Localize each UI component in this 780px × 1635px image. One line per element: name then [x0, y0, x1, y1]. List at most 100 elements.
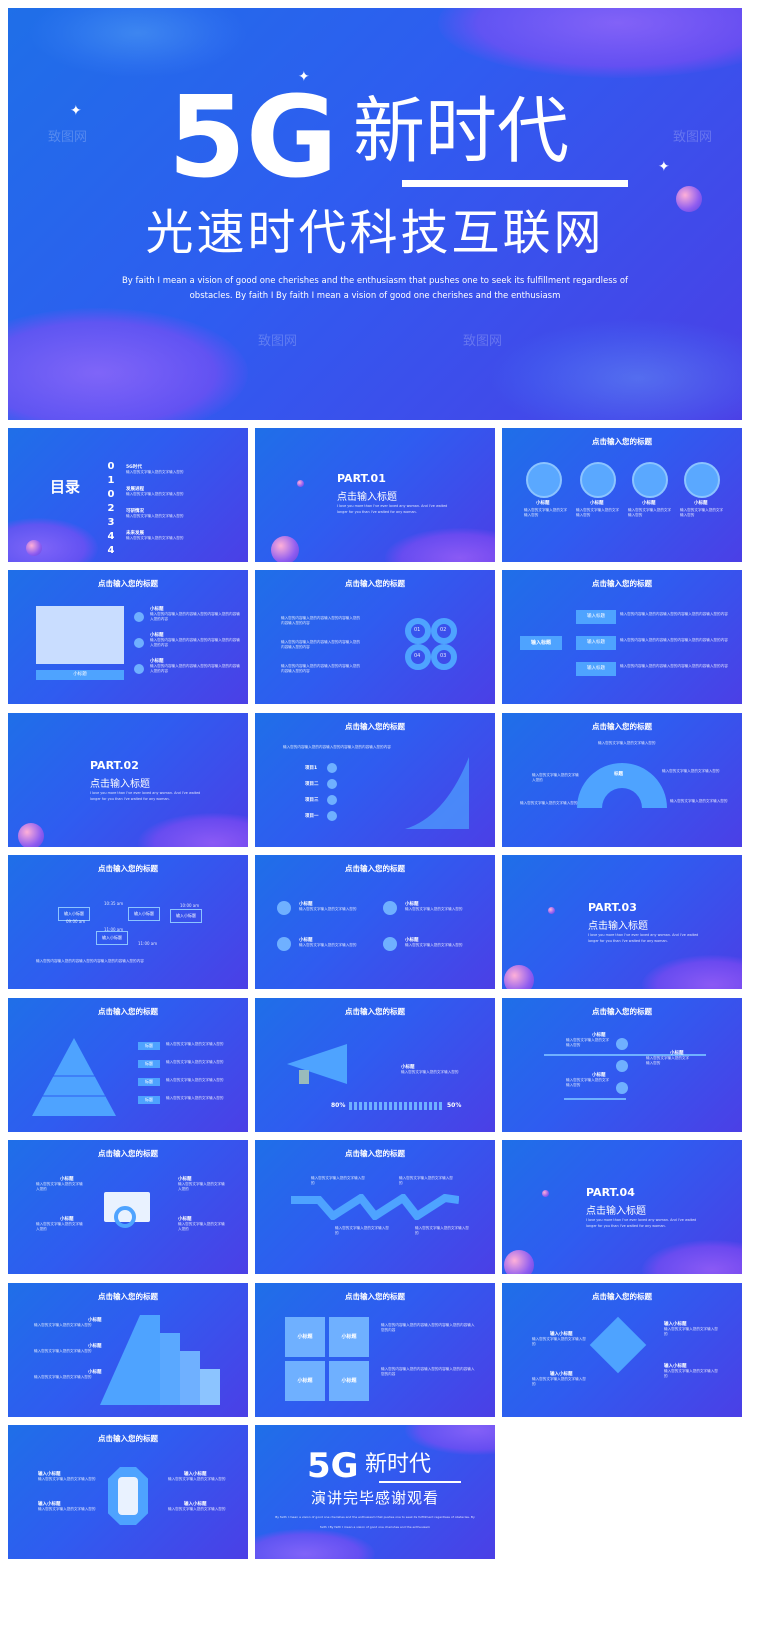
slide-tree[interactable]: 点击输入您的标题 输入标题 输入标题 输入标题 输入标题 输入您的内容输入您的内… [502, 570, 742, 704]
slide-puzzle[interactable]: 点击输入您的标题 输入小标题 输入您的文字输入您的文字输入您的 输入小标题 输入… [502, 1283, 742, 1417]
slide-growth-chart[interactable]: 点击输入您的标题 输入您的内容输入您的内容输入您的内容输入您的内容输入您的内容 … [255, 713, 495, 847]
item-label: 小标题 [401, 1065, 415, 1070]
slide-icons-grid[interactable]: 点击输入您的标题 小标题 输入您的文字输入您的文字输入您的 小标题 输入您的文字… [255, 855, 495, 989]
slide-title: 点击输入您的标题 [98, 1434, 158, 1443]
ring-number: 01 [414, 627, 421, 633]
item-label: 小标题 [60, 1217, 74, 1222]
slide-social-lines[interactable]: 点击输入您的标题 小标题 输入您的文字输入您的文字输入您的 小标题 输入您的文字… [502, 998, 742, 1132]
ring-number: 02 [440, 627, 447, 633]
toc-item-label[interactable]: 5G时代 [126, 465, 142, 470]
item-label: 小标题 [88, 1370, 102, 1375]
tag: 标题 [614, 772, 623, 777]
slide-semicircle[interactable]: 点击输入您的标题 标题 输入您的文字输入您的文字输入您的 输入您的文字输入您的文… [502, 713, 742, 847]
item-desc: 输入您的文字输入您的文字输入您的 [299, 907, 357, 911]
item-desc: 输入您的文字输入您的文字输入您的 [168, 1477, 226, 1481]
item-label: 小标题 [405, 902, 419, 907]
slide-ending[interactable]: 5G 新时代 演讲完毕感谢观看 By faith I mean a vision… [255, 1425, 495, 1559]
globe-icon [580, 462, 616, 498]
slide-part-03[interactable]: PART.03 点击输入标题 I love you more than I've… [502, 855, 742, 989]
item-desc: 输入您的文字输入您的文字输入您的 [670, 799, 728, 803]
item-desc: 输入您的文字输入您的文字输入您的 [415, 1226, 469, 1235]
slide-title: 点击输入您的标题 [98, 1007, 158, 1016]
item-label: 输入小标题 [664, 1322, 687, 1327]
item-label: 小标题 [670, 1051, 684, 1056]
part-title: 点击输入标题 [90, 779, 150, 790]
item-desc: 输入您的文字输入您的文字输入您的 [36, 1182, 83, 1191]
slide-part-01[interactable]: PART.01 点击输入标题 I love you more than I've… [255, 428, 495, 562]
item-desc: 输入您的文字输入您的文字输入您的 [168, 1507, 226, 1511]
item-desc: 输入您的文字输入您的文字输入您的 [166, 1096, 224, 1100]
slide-pyramid[interactable]: 点击输入您的标题 标题 标题 标题 标题 输入您的文字输入您的文字输入您的 输入… [8, 998, 248, 1132]
decor-ball [548, 907, 555, 914]
item-desc: 输入您的内容输入您的内容输入您的内容输入您的内容输入您的内容 [281, 616, 361, 625]
check-icon [134, 664, 144, 674]
hero-title-underline [402, 180, 628, 187]
item-label: 小标题 [88, 1344, 102, 1349]
item-label: 小标题 [405, 938, 419, 943]
ring [431, 618, 457, 644]
item-desc: 输入您的文字输入您的文字输入您的 [566, 1078, 610, 1087]
item-label: 小标题 [88, 1318, 102, 1323]
toc-item-label[interactable]: 发展进程 [126, 487, 144, 492]
hero-wave-left [28, 8, 248, 78]
wave [138, 813, 248, 847]
slide-part-04[interactable]: PART.04 点击输入标题 I love you more than I've… [502, 1140, 742, 1274]
wave [642, 955, 742, 989]
slide-search-features[interactable]: 点击输入您的标题 小标题 输入您的文字输入您的文字输入您的 小标题 输入您的文字… [8, 1140, 248, 1274]
slide-octagon[interactable]: 点击输入您的标题 输入小标题 输入您的文字输入您的文字输入您的 输入小标题 输入… [8, 1425, 248, 1559]
hero-subtitle: 光速时代科技互联网 [145, 205, 605, 261]
slide-process-circles[interactable]: 点击输入您的标题 小标题 小标题 小标题 小标题 输入您的文字输入您的文字输入您… [502, 428, 742, 562]
decor-ball [542, 1190, 549, 1197]
end-subtitle: 演讲完毕感谢观看 [310, 1489, 439, 1507]
slide-megaphone[interactable]: 点击输入您的标题 小标题 输入您的文字输入您的文字输入您的 80% 50% [255, 998, 495, 1132]
slide-part-02[interactable]: PART.02 点击输入标题 I love you more than I've… [8, 713, 248, 847]
slide-title: 点击输入您的标题 [98, 864, 158, 873]
slide-zigzag[interactable]: 点击输入您的标题 输入您的文字输入您的文字输入您的 输入您的文字输入您的文字输入… [255, 1140, 495, 1274]
slide-stairs[interactable]: 点击输入您的标题 小标题 输入您的文字输入您的文字输入您的 小标题 输入您的文字… [8, 1283, 248, 1417]
octagon-inner [118, 1477, 138, 1515]
part-number: PART.04 [586, 1186, 635, 1199]
decor-ball [297, 480, 304, 487]
part-title: 点击输入标题 [588, 921, 648, 932]
item-desc: 输入您的文字输入您的文字输入您的 [664, 1327, 718, 1336]
slide-image-checklist[interactable]: 点击输入您的标题 小标题 小标题 输入您的内容输入您的内容输入您的内容输入您的内… [8, 570, 248, 704]
time-label: 09:00 am [66, 919, 86, 924]
part-desc: longer for you than I've waited for any … [337, 510, 417, 514]
pyramid-diagram [32, 1038, 116, 1116]
part-title: 点击输入标题 [586, 1206, 646, 1217]
hero-description-1: By faith I mean a vision of good one che… [121, 276, 629, 286]
item-label: 小标题 [299, 938, 313, 943]
watermark: 致图网 [48, 130, 88, 145]
part-desc: longer for you than I've waited for any … [90, 797, 170, 801]
time-label: 10:35 am [104, 901, 124, 906]
slide-rings[interactable]: 点击输入您的标题 输入您的内容输入您的内容输入您的内容输入您的内容输入您的内容 … [255, 570, 495, 704]
toc-item-label[interactable]: 未来发展 [126, 531, 144, 536]
wave [255, 1529, 375, 1559]
part-number: PART.02 [90, 759, 139, 772]
item-label: 小标题 [299, 902, 313, 907]
branch-desc: 输入您的内容输入您的内容输入您的内容输入您的内容输入您的内容 [620, 638, 728, 642]
item-label: 小标题 [150, 607, 164, 612]
square: 小标题 [329, 1361, 369, 1401]
toc-item-label[interactable]: 可研情况 [126, 509, 144, 514]
item-label: 小标题 [150, 659, 164, 664]
slide-title: 点击输入您的标题 [592, 722, 652, 731]
slide-title: 点击输入您的标题 [592, 579, 652, 588]
ring-number: 03 [440, 653, 447, 659]
hero-slide[interactable]: ✦ ✦ ✦ 5G 新时代 光速时代科技互联网 By faith I mean a… [8, 8, 742, 420]
item-desc: 输入您的文字输入您的文字输入您的 [405, 907, 463, 911]
item-desc: 输入您的文字输入您的文字输入您的 [311, 1176, 365, 1185]
slide-timeline[interactable]: 点击输入您的标题 输入小标题 输入小标题 输入小标题 输入小标题 10:35 a… [8, 855, 248, 989]
slide-four-squares[interactable]: 点击输入您的标题 小标题 小标题 小标题 小标题 输入您的内容输入您的内容输入您… [255, 1283, 495, 1417]
hero-wave-bottom-right [488, 318, 742, 420]
end-big-text: 5G [307, 1446, 359, 1486]
user-icon [327, 779, 337, 789]
decor-ball [271, 536, 299, 562]
zigzag-ribbon [291, 1194, 459, 1220]
item-label: 小标题 [150, 633, 164, 638]
refresh-icon [277, 901, 291, 915]
item-label: 小标题 [592, 1033, 606, 1038]
root-box: 输入标题 [520, 636, 562, 650]
